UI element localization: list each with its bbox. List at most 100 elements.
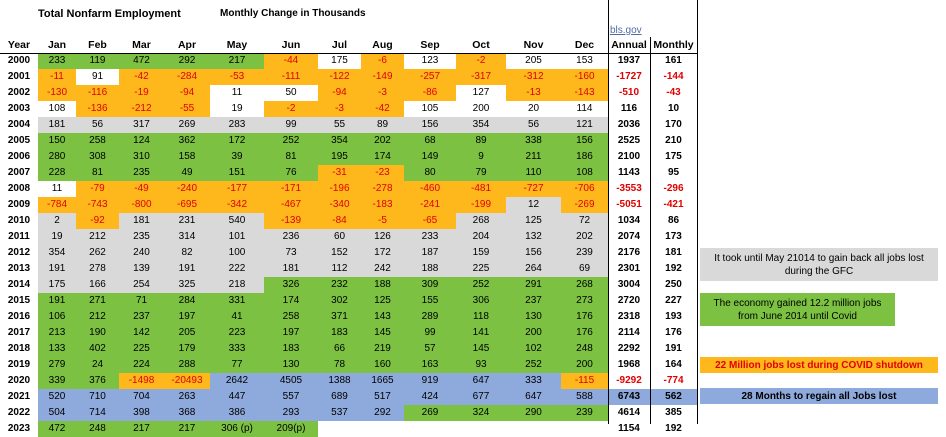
cell-2012-aug: 172 [361,245,404,261]
cell-2004-may: 283 [210,117,264,133]
annual-total-2015: 2720 [617,295,641,306]
note-jobs-gained: The economy gained 12.2 million jobs fro… [700,293,895,326]
cell-2013-jun: 181 [264,261,318,277]
monthly-avg-2010: 86 [667,215,680,226]
cell-2020-nov: 333 [506,373,561,389]
cell-2003-feb: -136 [76,101,119,117]
cell-2020-feb: 376 [76,373,119,389]
cell-2019-may: 77 [210,357,264,373]
cell-2009-sep: -241 [404,197,456,213]
column-header-dec: Dec [574,39,595,51]
cell-2015-aug: 125 [361,293,404,309]
note-recovery-months: 28 Months to regain all Jobs lost [700,388,938,404]
cell-2010-jan: 2 [38,213,76,229]
cell-2015-nov: 237 [506,293,561,309]
cell-2018-mar: 225 [119,341,164,357]
annual-total-2017: 2114 [618,327,640,338]
source-link[interactable]: bls.gov [610,25,642,36]
cell-2008-mar: -49 [119,181,164,197]
cell-2003-aug: -42 [361,101,404,117]
cell-2011-apr: 314 [164,229,210,245]
cell-2007-mar: 235 [119,165,164,181]
column-divider [697,0,698,424]
cell-2003-dec: 114 [561,101,608,117]
cell-2000-dec: 153 [561,53,608,69]
cell-2009-oct: -199 [456,197,506,213]
cell-2013-feb: 278 [76,261,119,277]
cell-2007-may: 151 [210,165,264,181]
column-header-monthly: Monthly [653,39,694,51]
monthly-avg-2020: -774 [663,375,684,386]
cell-2002-jun: 50 [264,85,318,101]
cell-2004-aug: 89 [361,117,404,133]
cell-2002-oct: 127 [456,85,506,101]
column-divider [650,37,651,424]
monthly-avg-2001: -144 [663,71,684,82]
cell-2009-jan: -784 [38,197,76,213]
cell-2022-may: 386 [210,405,264,421]
cell-2007-sep: 80 [404,165,456,181]
monthly-avg-2011: 173 [665,231,682,242]
cell-2019-dec: 200 [561,357,608,373]
cell-2000-oct: -2 [456,53,506,69]
cell-2006-aug: 174 [361,149,404,165]
annual-total-2001: -1727 [616,71,642,82]
cell-2022-jan: 504 [38,405,76,421]
cell-2014-jul: 232 [318,277,361,293]
table-subtitle: Monthly Change in Thousands [220,8,366,19]
cell-2011-jul: 60 [318,229,361,245]
cell-2007-feb: 81 [76,165,119,181]
cell-2005-sep: 68 [404,133,456,149]
cell-2022-feb: 714 [76,405,119,421]
monthly-avg-2000: 161 [665,55,682,66]
cell-2007-jun: 76 [264,165,318,181]
cell-2001-sep: -257 [404,69,456,85]
cell-2006-jul: 195 [318,149,361,165]
cell-2014-may: 218 [210,277,264,293]
cell-2012-jul: 152 [318,245,361,261]
cell-2019-jul: 78 [318,357,361,373]
cell-2019-nov: 252 [506,357,561,373]
cell-2004-jul: 55 [318,117,361,133]
cell-2001-jan: -11 [38,69,76,85]
row-year-2018: 2018 [7,343,31,354]
cell-2022-jun: 293 [264,405,318,421]
cell-2007-aug: -23 [361,165,404,181]
cell-2020-apr: -20493 [164,373,210,389]
cell-2016-mar: 237 [119,309,164,325]
cell-2011-aug: 126 [361,229,404,245]
cell-2022-nov: 290 [506,405,561,421]
cell-2004-apr: 269 [164,117,210,133]
cell-2022-mar: 398 [119,405,164,421]
cell-2002-jan: -130 [38,85,76,101]
annual-total-2006: 2100 [617,151,641,162]
cell-2020-mar: -1498 [119,373,164,389]
cell-2005-jul: 354 [318,133,361,149]
cell-2021-dec: 588 [561,389,608,405]
annual-total-2021: 6743 [608,389,650,405]
cell-2014-dec: 268 [561,277,608,293]
cell-2005-apr: 362 [164,133,210,149]
cell-2020-dec: -115 [561,373,608,389]
cell-2019-jun: 130 [264,357,318,373]
cell-2023-feb: 248 [76,421,119,437]
cell-2003-mar: -212 [119,101,164,117]
cell-2021-mar: 704 [119,389,164,405]
column-header-sep: Sep [420,39,440,51]
cell-2009-feb: -743 [76,197,119,213]
cell-2014-feb: 166 [76,277,119,293]
row-year-2015: 2015 [7,295,31,306]
cell-2008-jun: -171 [264,181,318,197]
row-year-2020: 2020 [7,375,31,386]
cell-2011-jun: 236 [264,229,318,245]
cell-2014-jan: 175 [38,277,76,293]
row-year-2014: 2014 [7,279,31,290]
cell-2010-jun: -139 [264,213,318,229]
monthly-avg-2006: 175 [665,151,682,162]
cell-2007-nov: 110 [506,165,561,181]
cell-2009-may: -342 [210,197,264,213]
cell-2018-may: 333 [210,341,264,357]
cell-2003-jan: 108 [38,101,76,117]
monthly-avg-2014: 250 [665,279,682,290]
cell-2015-sep: 155 [404,293,456,309]
